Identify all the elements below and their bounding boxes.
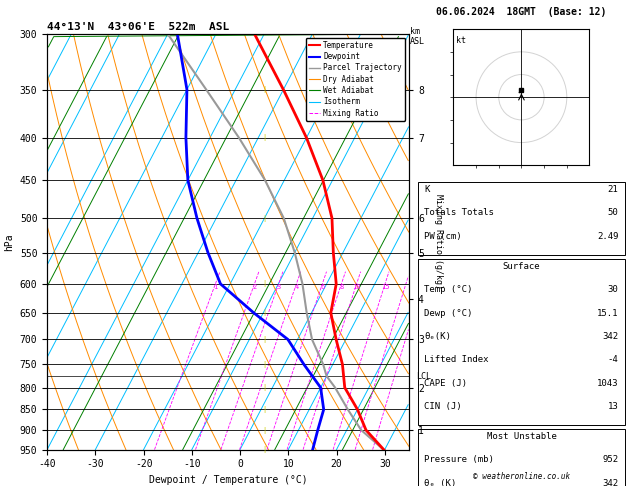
Text: 1043: 1043 — [597, 379, 618, 388]
Legend: Temperature, Dewpoint, Parcel Trajectory, Dry Adiabat, Wet Adiabat, Isotherm, Mi: Temperature, Dewpoint, Parcel Trajectory… — [306, 38, 405, 121]
Y-axis label: Mixing Ratio (g/kg): Mixing Ratio (g/kg) — [434, 194, 443, 289]
Text: 952: 952 — [603, 455, 618, 465]
Text: |: | — [262, 361, 266, 368]
Bar — [418, 182, 625, 255]
Text: 8: 8 — [339, 284, 343, 290]
Text: 2: 2 — [252, 284, 257, 290]
Text: 13: 13 — [608, 402, 618, 411]
Text: 4: 4 — [294, 284, 299, 290]
Text: |: | — [262, 134, 266, 141]
Text: 1: 1 — [213, 284, 218, 290]
Text: CAPE (J): CAPE (J) — [425, 379, 467, 388]
Text: 15: 15 — [381, 284, 389, 290]
Text: Dewp (°C): Dewp (°C) — [425, 309, 473, 318]
Text: 50: 50 — [608, 208, 618, 218]
Text: |: | — [262, 280, 266, 287]
Text: 21: 21 — [608, 185, 618, 194]
X-axis label: Dewpoint / Temperature (°C): Dewpoint / Temperature (°C) — [148, 475, 308, 485]
Text: CIN (J): CIN (J) — [425, 402, 462, 411]
Text: © weatheronline.co.uk: © weatheronline.co.uk — [473, 472, 570, 481]
Text: θₑ (K): θₑ (K) — [425, 479, 457, 486]
Text: Pressure (mb): Pressure (mb) — [425, 455, 494, 465]
Text: 2.49: 2.49 — [597, 232, 618, 241]
Text: Temp (°C): Temp (°C) — [425, 285, 473, 295]
Text: 44°13'N  43°06'E  522m  ASL: 44°13'N 43°06'E 522m ASL — [47, 22, 230, 32]
Text: Surface: Surface — [503, 262, 540, 271]
Text: 15.1: 15.1 — [597, 309, 618, 318]
Text: |: | — [262, 86, 266, 93]
Text: LCL: LCL — [416, 372, 431, 381]
Text: 6: 6 — [320, 284, 325, 290]
Text: 342: 342 — [603, 332, 618, 341]
Text: 10: 10 — [352, 284, 361, 290]
Text: Totals Totals: Totals Totals — [425, 208, 494, 218]
Bar — [418, 259, 625, 425]
Text: PW (cm): PW (cm) — [425, 232, 462, 241]
Text: 342: 342 — [603, 479, 618, 486]
Text: Lifted Index: Lifted Index — [425, 355, 489, 364]
Text: |: | — [262, 215, 266, 222]
Text: |: | — [262, 406, 266, 413]
Text: |: | — [262, 336, 266, 343]
Text: K: K — [425, 185, 430, 194]
Text: kt: kt — [455, 36, 465, 45]
Text: -4: -4 — [608, 355, 618, 364]
Text: |: | — [262, 309, 266, 316]
Text: |: | — [262, 427, 266, 434]
Text: θₑ(K): θₑ(K) — [425, 332, 452, 341]
Text: km
ASL: km ASL — [410, 27, 425, 46]
Text: 3: 3 — [277, 284, 281, 290]
Y-axis label: hPa: hPa — [4, 233, 14, 251]
Text: 30: 30 — [608, 285, 618, 295]
Bar — [418, 429, 625, 486]
Text: Most Unstable: Most Unstable — [486, 432, 557, 441]
Text: |: | — [262, 446, 266, 453]
Text: |: | — [262, 384, 266, 391]
Text: 06.06.2024  18GMT  (Base: 12): 06.06.2024 18GMT (Base: 12) — [437, 7, 606, 17]
